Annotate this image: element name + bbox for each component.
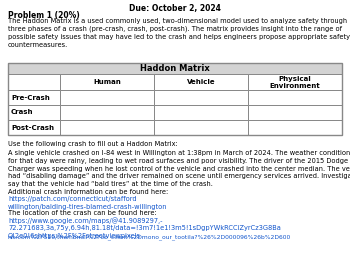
Bar xyxy=(248,90,342,105)
Text: Vehicle: Vehicle xyxy=(187,79,215,85)
Bar xyxy=(8,105,60,120)
Bar xyxy=(248,105,342,120)
Text: The location of the crash can be found here:: The location of the crash can be found h… xyxy=(8,210,159,216)
Text: nis.com%2F510/thumbnail%2Fob_client%2Dmono_our_tootila?%26%2D000096%26b%2D600: nis.com%2F510/thumbnail%2Fob_client%2Dmo… xyxy=(8,234,291,240)
Text: Additional crash information can be found here:: Additional crash information can be foun… xyxy=(8,189,170,195)
Bar xyxy=(8,63,342,74)
Text: Physical
Environment: Physical Environment xyxy=(270,76,320,88)
Text: Due: October 2, 2024: Due: October 2, 2024 xyxy=(129,4,221,13)
Bar xyxy=(154,90,248,105)
Text: Pre-Crash: Pre-Crash xyxy=(11,95,50,100)
Bar xyxy=(60,105,154,120)
Bar xyxy=(60,90,154,105)
Bar xyxy=(60,120,154,135)
Bar xyxy=(60,74,154,90)
Bar xyxy=(248,120,342,135)
Bar xyxy=(154,74,248,90)
Bar xyxy=(154,120,248,135)
Text: Haddon Matrix: Haddon Matrix xyxy=(140,64,210,73)
Bar xyxy=(8,120,60,135)
Text: Use the following crash to fill out a Haddon Matrix:: Use the following crash to fill out a Ha… xyxy=(8,141,178,147)
Text: A single vehicle crashed on I-84 west in Willington at 1:38pm in March of 2024. : A single vehicle crashed on I-84 west in… xyxy=(8,150,350,187)
Bar xyxy=(8,63,342,135)
Bar xyxy=(248,74,342,90)
Text: Post-Crash: Post-Crash xyxy=(11,124,54,131)
Text: Crash: Crash xyxy=(11,109,34,116)
Text: Human: Human xyxy=(93,79,121,85)
Text: https://patch.com/connecticut/stafford
willington/balding-tires-blamed-crash-wil: https://patch.com/connecticut/stafford w… xyxy=(8,196,168,210)
Bar xyxy=(8,90,60,105)
Bar xyxy=(8,74,60,90)
Text: Problem 1 (20%): Problem 1 (20%) xyxy=(8,11,80,20)
Bar xyxy=(154,105,248,120)
Text: https://www.google.com/maps/@41.9089297,-
72.271683,3a,75y,6.94h,81.18t/data=!3m: https://www.google.com/maps/@41.9089297,… xyxy=(8,217,281,239)
Text: The Haddon Matrix is a used commonly used, two-dimensional model used to analyze: The Haddon Matrix is a used commonly use… xyxy=(8,18,350,48)
